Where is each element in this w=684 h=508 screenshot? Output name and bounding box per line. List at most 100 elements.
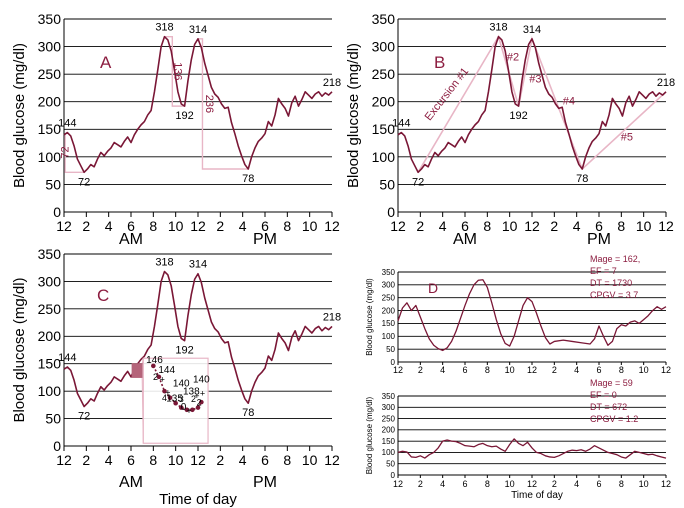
y-tick-label: 150 [382, 319, 396, 328]
x-tick-label: 12 [390, 218, 406, 234]
value-annotation: 144 [392, 118, 410, 130]
x-tick-label: 10 [639, 365, 649, 375]
x-tick-label: 8 [283, 452, 291, 468]
x-tick-label: 12 [324, 452, 340, 468]
x-tick-label: 6 [261, 452, 269, 468]
x-tick-label: 4 [105, 218, 113, 234]
zoom-inset-point [190, 407, 195, 413]
y-axis-title: Blood glucose (mg/dl) [11, 277, 28, 422]
y-tick-label: 350 [372, 11, 396, 27]
zoom-inset-point [156, 374, 162, 380]
y-tick-label: 250 [382, 414, 396, 423]
x-tick-label: 4 [439, 218, 447, 234]
x-tick-label: 6 [127, 218, 135, 234]
y-tick-label: 300 [382, 281, 396, 290]
excursion-envelope-line [417, 34, 667, 173]
inset-delta-label: + [186, 406, 191, 416]
inset-value-label: 140 [173, 378, 190, 389]
excursion-guide [164, 35, 185, 107]
value-annotation: 78 [576, 173, 588, 185]
y-tick-label: 100 [382, 332, 396, 341]
inset-delta-label: 2 [197, 397, 202, 407]
x-tick-label: 12 [524, 218, 540, 234]
x-tick-label: 10 [302, 218, 318, 234]
inset-value-label: 138 [183, 387, 200, 398]
x-tick-label: 4 [574, 479, 579, 489]
inset-value-label: 140 [193, 375, 210, 386]
zoom-inset-point [199, 399, 204, 405]
value-annotation: 72 [78, 176, 90, 188]
y-axis-title: Blood glucose (mg/dl) [11, 43, 28, 188]
value-annotation: 314 [523, 24, 541, 36]
stats-line: DT = 672 [590, 402, 627, 412]
chart-panel-D-top: 0 50 100 150 200 250 300 350 12 2 4 6 8 10 12 2 4 6 8 10 12 B… [365, 254, 671, 375]
x-tick-label: 4 [440, 479, 445, 489]
period-label: AM [119, 474, 143, 491]
inset-delta-label: + [194, 391, 199, 401]
inset-delta-label: + [165, 388, 170, 398]
excursion-label: #3 [529, 73, 541, 85]
value-annotation: 72 [412, 176, 424, 188]
value-annotation: 318 [155, 257, 173, 269]
y-tick-label: 150 [38, 356, 62, 372]
inset-value-label: 144 [158, 365, 175, 376]
glucose-series-line [63, 35, 333, 174]
stats-line: Mage = 162, [590, 254, 640, 264]
stats-line: CPGV = 1.2 [590, 414, 638, 424]
x-tick-label: 2 [82, 452, 90, 468]
x-tick-label: 8 [483, 218, 491, 234]
x-tick-label: 10 [502, 218, 518, 234]
x-tick-label: 8 [283, 218, 291, 234]
panel-letter: B [434, 53, 445, 72]
inset-value-label: 135 [166, 393, 183, 404]
x-tick-label: 6 [261, 218, 269, 234]
zoom-inset-point [195, 405, 201, 410]
inset-delta-label: 2 [153, 372, 158, 382]
x-tick-label: 12 [658, 218, 674, 234]
x-tick-label: 12 [393, 365, 403, 375]
y-tick-label: 150 [382, 437, 396, 446]
y-tick-label: 50 [45, 410, 61, 426]
y-tick-label: 100 [382, 448, 396, 457]
y-tick-label: 0 [391, 358, 396, 367]
x-tick-label: 4 [573, 218, 581, 234]
stats-line: CPGV = 3.7 [590, 290, 638, 300]
x-tick-label: 2 [552, 479, 557, 489]
x-tick-label: 10 [639, 479, 649, 489]
x-tick-label: 2 [418, 479, 423, 489]
x-tick-label: 8 [485, 479, 490, 489]
y-tick-label: 350 [382, 268, 396, 277]
y-tick-label: 350 [38, 246, 62, 262]
y-tick-label: 250 [38, 301, 62, 317]
panel-letter: C [97, 286, 109, 305]
y-tick-label: 300 [38, 38, 62, 54]
y-tick-label: 150 [38, 121, 62, 137]
x-tick-label: 6 [596, 479, 601, 489]
y-tick-label: 0 [391, 471, 396, 480]
y-tick-label: 150 [372, 121, 396, 137]
value-annotation: 318 [155, 22, 173, 34]
x-tick-label: 2 [216, 218, 224, 234]
x-tick-label: 8 [485, 365, 490, 375]
y-axis-title: Blood glucose (mg/dl) [345, 43, 362, 188]
x-tick-label: 6 [127, 452, 135, 468]
x-tick-label: 8 [619, 479, 624, 489]
y-tick-label: 100 [38, 383, 62, 399]
x-tick-label: 10 [168, 452, 184, 468]
x-tick-label: 10 [636, 218, 652, 234]
x-tick-label: 12 [661, 365, 671, 375]
inset-delta-label: 4 [162, 393, 167, 403]
y-tick-label: 50 [386, 345, 395, 354]
x-tick-label: 2 [416, 218, 424, 234]
x-tick-label: 10 [505, 479, 515, 489]
x-tick-label: 4 [239, 452, 247, 468]
zoom-inset-point [184, 407, 190, 413]
x-tick-label: 2 [552, 365, 557, 375]
x-axis-title: Time of day [159, 491, 237, 508]
x-tick-label: 8 [619, 365, 624, 375]
x-tick-label: 4 [239, 218, 247, 234]
excursion-label: 136 [172, 62, 184, 80]
